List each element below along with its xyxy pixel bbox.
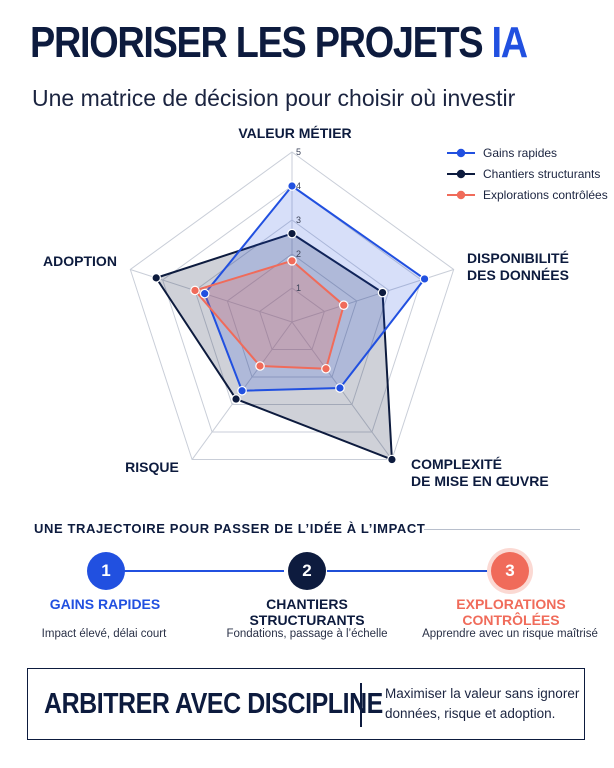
series-1-point-1: [419, 274, 430, 284]
step-1-label-line1: GAINS RAPIDES: [49, 596, 161, 612]
axis-label-1-line-2: DES DONNÉES: [467, 267, 569, 283]
step-3-label-line2: CONTRÔLÉES: [462, 612, 560, 628]
trajectory-title-rule: [424, 529, 580, 530]
series-3-point-4: [190, 285, 200, 296]
series-1-point-2: [335, 383, 345, 393]
series-1-point-0: [287, 181, 297, 191]
tick-label-2: 2: [296, 249, 301, 259]
series-2-point-0: [287, 228, 297, 239]
conclusion-text-line2: données, risque et adoption.: [385, 706, 556, 721]
legend-label-3: Explorations contrôlées: [483, 188, 608, 202]
grid-ring-2: [226, 253, 358, 378]
series-3-point-1: [338, 300, 349, 310]
conclusion-divider: [360, 683, 362, 727]
axis-label-1-line-1: DISPONIBILITÉ: [467, 250, 569, 266]
step-3-badge: 3: [491, 552, 529, 590]
axis-label-2-line-1: COMPLEXITÉ: [411, 456, 502, 472]
axis-label-4-line-1: ADOPTION: [43, 253, 117, 269]
axis-label-2-line-2: DE MISE EN ŒUVRE: [411, 473, 549, 489]
series-3-point-3: [255, 361, 265, 371]
trajectory-title: UNE TRAJECTOIRE POUR PASSER DE L’IDÉE À …: [34, 521, 426, 536]
tick-label-3: 3: [296, 215, 301, 225]
step-1-badge: 1: [87, 552, 125, 590]
trajectory-connector-2: [327, 570, 490, 572]
chart-legend: Gains rapides Chantiers structurants Explo…: [447, 146, 608, 202]
axis-label-3-line-1: RISQUE: [125, 459, 179, 475]
radar-series-layer: [151, 181, 430, 465]
step-3-description: Apprendre avec un risque maîtrisé: [422, 628, 598, 640]
legend-marker-2: [456, 169, 466, 179]
step-1-label: GAINS RAPIDES: [20, 596, 190, 612]
step-2-label-line1: CHANTIERS: [266, 596, 348, 612]
legend-marker-3: [456, 190, 466, 200]
series-3-point-2: [321, 363, 331, 374]
step-2-description: Fondations, passage à l’échelle: [226, 628, 388, 640]
series-1-point-3: [237, 385, 247, 396]
grid-ring-1: [259, 287, 325, 351]
page-subtitle: Une matrice de décision pour choisir où …: [32, 85, 516, 111]
step-2-badge: 2: [288, 552, 326, 590]
series-2-point-2: [387, 454, 397, 465]
series-1-point-4: [199, 288, 210, 299]
radar-tick-labels: 1 2 3 4 5: [296, 147, 301, 293]
trajectory-connector-1: [124, 570, 284, 572]
legend-marker-1: [456, 148, 466, 158]
tick-label-5: 5: [296, 147, 301, 157]
step-2-label: CHANTIERS STRUCTURANTS: [222, 596, 392, 628]
conclusion-text-line1: Maximiser la valeur sans ignorer: [385, 686, 580, 701]
series-area-1: [203, 185, 426, 392]
title-accent: IA: [491, 18, 529, 67]
legend-label-2: Chantiers structurants: [483, 167, 600, 181]
conclusion-box: ARBITRER AVEC DISCIPLINE Maximiser la va…: [27, 668, 585, 740]
series-2-point-3: [231, 394, 241, 404]
step-2-label-line2: STRUCTURANTS: [249, 612, 365, 628]
series-area-2: [155, 232, 393, 461]
step-3-label-line1: EXPLORATIONS: [456, 596, 566, 612]
conclusion-text: Maximiser la valeur sans ignorer données…: [385, 684, 579, 724]
step-3-label: EXPLORATIONS CONTRÔLÉES: [426, 596, 596, 628]
legend-label-1: Gains rapides: [483, 146, 557, 160]
tick-label-1: 1: [296, 283, 301, 293]
axis-label-0-line-1: VALEUR MÉTIER: [238, 125, 351, 141]
title-main: PRIORISER LES PROJETS: [30, 18, 492, 67]
series-3-point-0: [287, 255, 297, 266]
page-title: PRIORISER LES PROJETS IA: [30, 18, 529, 68]
grid-ring-4: [162, 185, 422, 433]
conclusion-title: ARBITRER AVEC DISCIPLINE: [44, 688, 383, 720]
series-2-point-1: [377, 287, 388, 298]
step-1-description: Impact élevé, délai court: [41, 628, 167, 640]
grid-ring-5: [129, 151, 455, 461]
grid-ring-3: [194, 219, 390, 406]
series-2-point-4: [151, 273, 161, 283]
tick-label-4: 4: [296, 181, 301, 191]
series-area-3: [193, 259, 345, 370]
